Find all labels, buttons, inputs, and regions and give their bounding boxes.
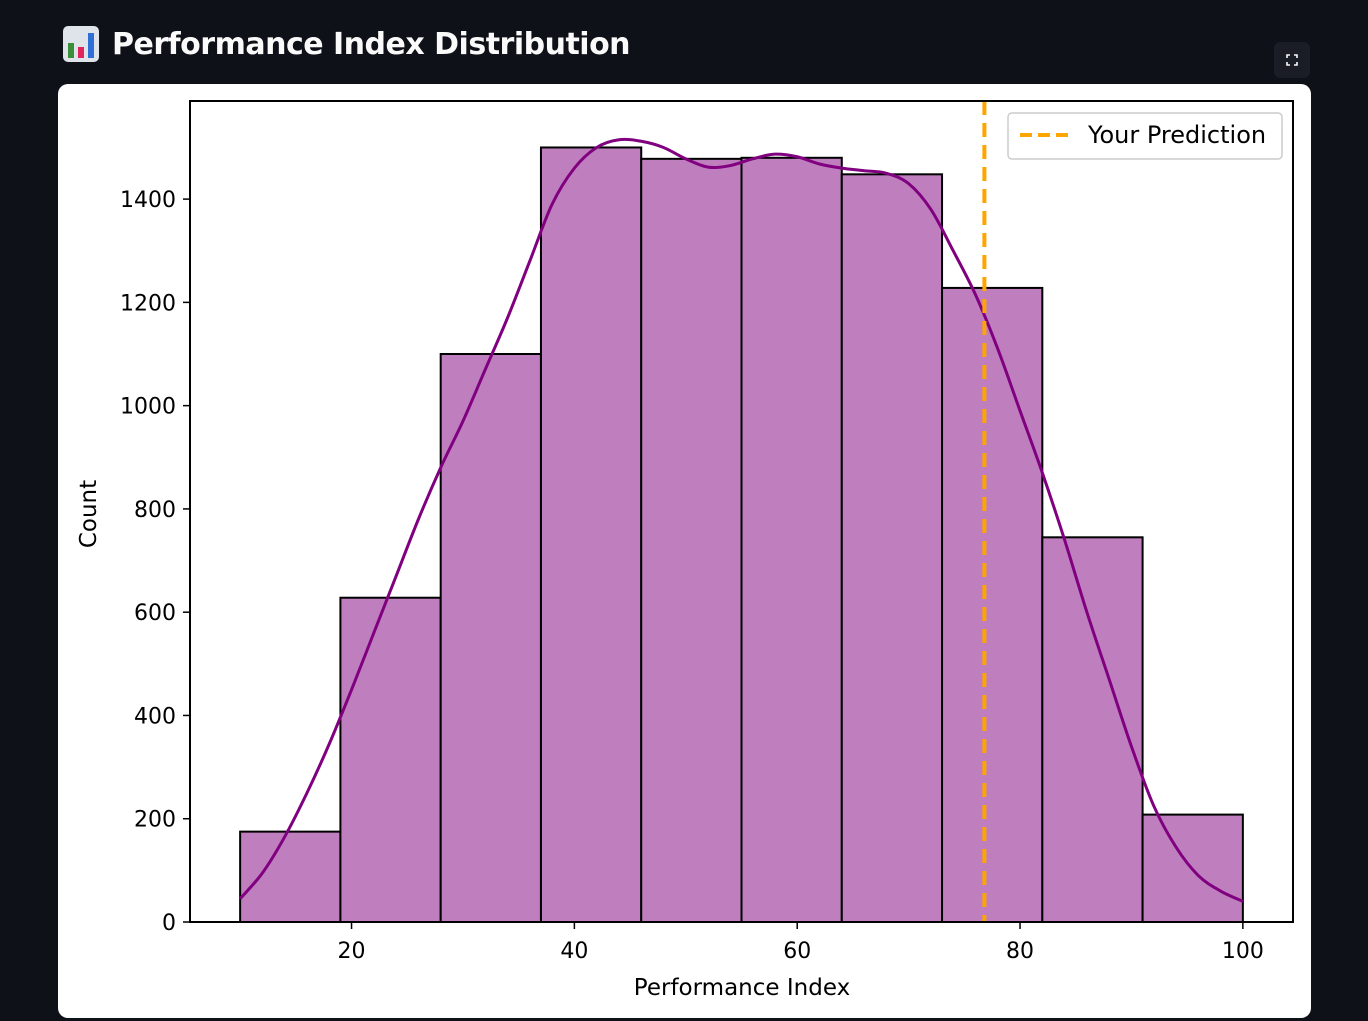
histogram-bar-1 (339, 596, 442, 924)
histogram-bar-8 (1041, 536, 1144, 923)
bars-layer (239, 146, 1244, 924)
y-ticks: 0 200 400 600 800 1000 1200 1400 (120, 188, 190, 936)
histogram-bar-4 (640, 157, 743, 924)
legend-label: Your Prediction (1087, 121, 1266, 149)
y-tick-label-1400: 1400 (120, 188, 176, 213)
y-axis-label: Count (76, 480, 102, 548)
y-tick-label-0: 0 (162, 911, 176, 936)
page-title: Performance Index Distribution (112, 26, 631, 62)
histogram-bar-7 (941, 286, 1044, 923)
histogram-bar-5 (740, 156, 843, 923)
chart-header: Performance Index Distribution (62, 22, 631, 66)
y-tick-label-400: 400 (134, 704, 176, 729)
y-tick-label-200: 200 (134, 808, 176, 833)
y-tick-label-800: 800 (134, 498, 176, 523)
kde-layer (239, 137, 1244, 903)
x-tick-label-100: 100 (1222, 939, 1264, 964)
kde-curve (239, 137, 1244, 903)
plot-frame (189, 100, 1294, 923)
y-tick-label-600: 600 (134, 601, 176, 626)
legend: Your Prediction (1007, 112, 1283, 160)
legend-box (1007, 112, 1283, 160)
x-axis-label: Performance Index (634, 975, 850, 1001)
y-tick-label-1200: 1200 (120, 291, 176, 316)
x-ticks: 20 40 60 80 100 (338, 922, 1264, 964)
histogram-bar-6 (840, 173, 944, 923)
histogram-bar-0 (239, 830, 342, 923)
x-tick-label-20: 20 (338, 939, 366, 964)
chart-card: 20 40 60 80 100 0 200 400 600 800 1000 1200 1400 Pe… (58, 84, 1311, 1018)
fullscreen-icon (1286, 54, 1298, 66)
y-tick-label-1000: 1000 (120, 395, 176, 420)
x-tick-label-40: 40 (560, 939, 588, 964)
histogram-bar-3 (539, 146, 643, 924)
x-tick-label-60: 60 (783, 939, 811, 964)
fullscreen-button[interactable] (1274, 42, 1310, 78)
histogram-chart: 20 40 60 80 100 0 200 400 600 800 1000 1200 1400 Pe… (76, 100, 1294, 1001)
bar-chart-icon (63, 26, 99, 62)
x-tick-label-80: 80 (1006, 939, 1034, 964)
